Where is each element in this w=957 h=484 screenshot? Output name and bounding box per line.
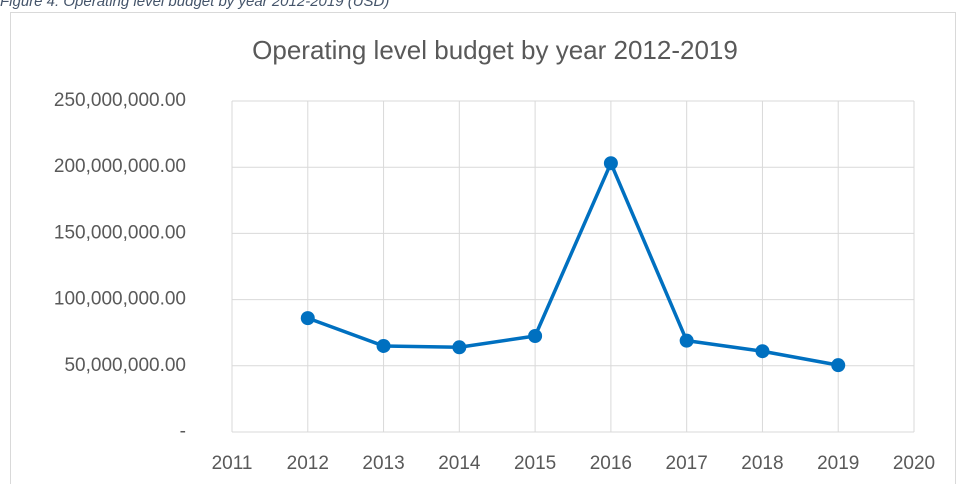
y-tick-label: 50,000,000.00 bbox=[64, 355, 186, 376]
data-point bbox=[679, 333, 694, 348]
data-line bbox=[307, 161, 839, 367]
x-tick-label: 2019 bbox=[817, 453, 859, 474]
y-tick-label: 200,000,000.00 bbox=[54, 156, 186, 177]
y-tick-label: 100,000,000.00 bbox=[54, 289, 186, 310]
data-point bbox=[755, 344, 770, 359]
chart-title: Operating level budget by year 2012-2019 bbox=[252, 35, 738, 65]
y-tick-label: 250,000,000.00 bbox=[54, 90, 186, 111]
x-tick-label: 2013 bbox=[362, 453, 404, 474]
x-tick-label: 2011 bbox=[212, 453, 253, 474]
x-tick-label: 2020 bbox=[893, 453, 935, 474]
data-point bbox=[831, 358, 846, 373]
y-tick-label: - bbox=[180, 421, 186, 442]
data-point bbox=[452, 340, 467, 355]
x-tick-label: 2018 bbox=[741, 453, 783, 474]
x-tick-label: 2015 bbox=[514, 453, 556, 474]
x-tick-label: 2012 bbox=[287, 453, 329, 474]
x-tick-label: 2016 bbox=[590, 453, 632, 474]
data-point bbox=[603, 156, 618, 171]
x-tick-label: 2017 bbox=[666, 453, 708, 474]
y-tick-label: 150,000,000.00 bbox=[54, 222, 186, 243]
data-point bbox=[376, 338, 391, 353]
data-point bbox=[528, 329, 543, 344]
caption: Figure 4: Operating level budget by year… bbox=[0, 0, 389, 10]
chart-frame bbox=[10, 12, 956, 484]
x-tick-label: 2014 bbox=[438, 453, 481, 474]
data-point bbox=[300, 311, 315, 326]
